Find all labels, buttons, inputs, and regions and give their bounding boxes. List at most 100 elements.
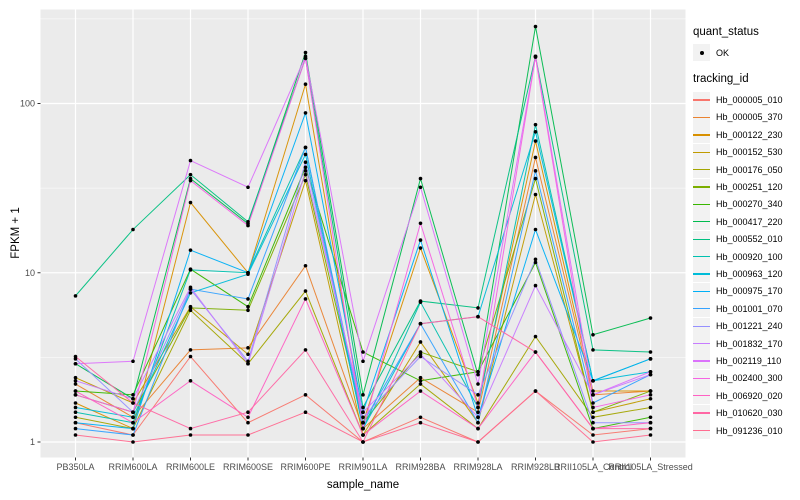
data-point	[648, 396, 653, 401]
legend-label: Hb_002119_110	[716, 355, 782, 366]
data-point	[418, 415, 423, 420]
data-point	[188, 268, 193, 272]
legend-item-Hb_000963_120: Hb_000963_120	[693, 265, 799, 283]
data-point	[533, 169, 538, 173]
data-point	[303, 145, 308, 150]
legend-line-swatch-icon	[693, 335, 710, 353]
data-point	[303, 348, 308, 352]
data-point	[648, 369, 653, 374]
legend-item-Hb_000270_340: Hb_000270_340	[693, 195, 799, 213]
data-point	[533, 257, 538, 262]
data-point	[188, 426, 193, 431]
data-point	[418, 352, 423, 357]
data-point	[533, 350, 538, 354]
data-point	[73, 393, 78, 397]
data-point	[188, 200, 193, 205]
data-point	[533, 122, 538, 127]
data-point	[361, 440, 365, 444]
data-point	[591, 433, 595, 437]
data-point	[533, 55, 538, 59]
legend-item-Hb_000975_170: Hb_000975_170	[693, 282, 799, 300]
data-point	[361, 405, 365, 410]
data-point	[246, 346, 250, 350]
legend-label: Hb_000975_170	[716, 286, 783, 297]
legend-line-swatch-icon	[693, 230, 710, 248]
data-point	[188, 306, 193, 310]
data-point	[73, 354, 78, 359]
data-point	[131, 401, 135, 405]
data-point	[361, 420, 365, 425]
legend-label: Hb_006920_020	[716, 390, 783, 401]
data-point	[533, 130, 538, 134]
data-point	[361, 359, 365, 364]
legend-line-swatch-icon	[693, 369, 710, 387]
data-point	[648, 372, 653, 377]
data-point	[418, 246, 423, 250]
data-point	[648, 357, 653, 361]
legend-line-swatch-icon	[693, 213, 710, 231]
data-point	[303, 56, 308, 61]
data-point	[303, 82, 308, 87]
legend-line-swatch-icon	[693, 404, 710, 422]
legend-item-Hb_006920_020: Hb_006920_020	[693, 387, 799, 405]
data-point	[303, 289, 308, 293]
data-point	[361, 433, 365, 437]
data-point	[591, 420, 595, 425]
legend: quant_status OK tracking_id Hb_000005_01…	[693, 26, 799, 439]
data-point	[246, 297, 250, 301]
x-tick-label: RRIM600LE	[166, 462, 215, 472]
data-point	[533, 139, 538, 143]
data-point	[246, 185, 250, 190]
data-point	[418, 340, 423, 344]
legend-label: Hb_000270_340	[716, 199, 783, 210]
data-point	[303, 172, 308, 177]
data-point	[303, 297, 308, 301]
x-tick-label: RRIM600SE	[223, 462, 273, 472]
data-point	[476, 410, 480, 414]
data-point	[591, 401, 595, 405]
data-point	[303, 169, 308, 173]
legend-label: Hb_091236_010	[716, 425, 783, 436]
data-point	[648, 405, 653, 410]
data-point	[73, 378, 78, 383]
legend-label: Hb_000920_100	[716, 251, 783, 262]
legend-line-swatch-icon	[693, 143, 710, 161]
data-point	[591, 426, 595, 431]
x-tick-label: RRIM928BA	[395, 462, 445, 472]
legend-item-Hb_000920_100: Hb_000920_100	[693, 248, 799, 266]
legend-item-Hb_000552_010: Hb_000552_010	[693, 230, 799, 248]
data-point	[361, 426, 365, 431]
data-point	[131, 396, 135, 401]
x-tick-label: RRIM928LB	[511, 462, 560, 472]
legend-label: Hb_000152_530	[716, 147, 783, 158]
data-point	[303, 178, 308, 183]
data-point	[303, 50, 308, 55]
data-point	[476, 314, 480, 319]
data-point	[246, 361, 250, 366]
legend-item-Hb_000152_530: Hb_000152_530	[693, 143, 799, 161]
data-point	[418, 378, 423, 383]
y-tick-label: 1	[30, 437, 35, 447]
data-point	[361, 350, 365, 354]
legend-line-swatch-icon	[693, 422, 710, 439]
data-point	[246, 308, 250, 313]
legend-label: Hb_000005_010	[716, 95, 783, 106]
data-point	[533, 24, 538, 29]
legend-label: Hb_000251_120	[716, 182, 783, 193]
data-point	[131, 433, 135, 437]
data-point	[476, 401, 480, 405]
data-point	[188, 378, 193, 383]
x-tick-label: RRIM928LA	[453, 462, 502, 472]
data-point	[188, 285, 193, 290]
data-point	[648, 426, 653, 431]
data-point	[73, 389, 78, 393]
data-point	[361, 393, 365, 397]
data-point	[361, 410, 365, 414]
data-point	[73, 433, 78, 437]
legend-label: Hb_000005_370	[716, 112, 783, 123]
data-point	[533, 176, 538, 181]
legend-label-ok: OK	[716, 47, 730, 58]
legend-item-ok: OK	[693, 44, 799, 62]
legend-item-Hb_001832_170: Hb_001832_170	[693, 335, 799, 353]
data-point	[188, 172, 193, 177]
